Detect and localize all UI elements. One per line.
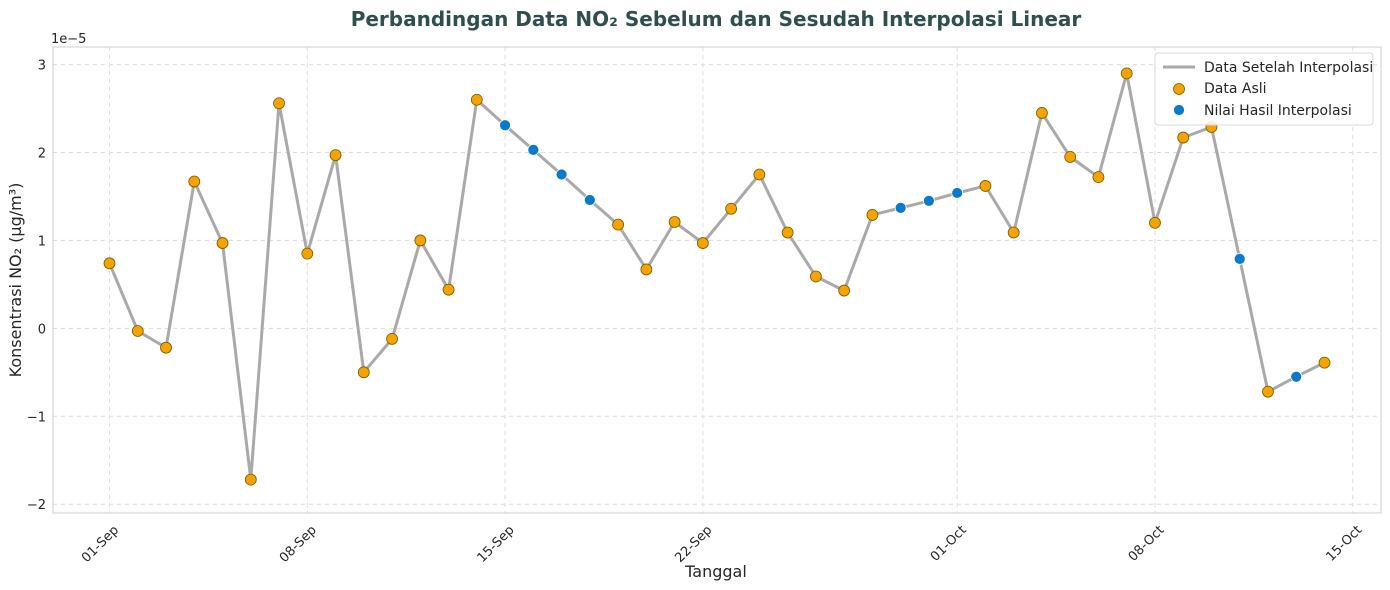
- original-data-point: [131, 325, 144, 337]
- original-data-point: [1262, 385, 1274, 398]
- legend-label-original: Data Asli: [1204, 81, 1267, 97]
- plot-frame: [52, 46, 1382, 514]
- original-data-point: [781, 226, 794, 239]
- original-data-point: [640, 263, 653, 276]
- interpolated-data-point: [499, 119, 511, 132]
- original-data-point: [838, 284, 851, 297]
- interpolated-data-point: [951, 187, 964, 199]
- original-data-point: [753, 168, 766, 181]
- original-data-point: [1120, 67, 1133, 80]
- original-data-point: [1007, 226, 1020, 239]
- original-data-point: [725, 202, 738, 215]
- legend-original-swatch: [1173, 83, 1185, 95]
- legend-box: [1154, 52, 1374, 126]
- interpolated-data-point: [583, 194, 596, 206]
- original-data-point: [386, 333, 398, 345]
- original-data-point: [442, 283, 455, 296]
- original-data-point: [329, 149, 342, 162]
- legend-label-interpolated-line: Data Setelah Interpolasi: [1204, 60, 1373, 76]
- legend: Data Setelah Interpolasi Data Asli Nilai…: [1154, 52, 1374, 126]
- original-data-point: [809, 270, 822, 283]
- original-data-point: [866, 209, 879, 221]
- original-data-point: [244, 473, 257, 486]
- original-data-point: [1064, 151, 1077, 163]
- y-offset-label: 1e−5: [51, 32, 86, 47]
- y-tick-label: 3: [38, 59, 46, 74]
- x-axis-ticks: 01-Sep 08-Sep 15-Sep 22-Sep 01-Oct 08-Oct 15-O…: [79, 523, 1365, 566]
- y-tick-label: −2: [27, 498, 46, 513]
- x-tick-label: 15-Sep: [475, 523, 518, 566]
- legend-interpolated-swatch: [1173, 104, 1185, 116]
- original-data-point: [216, 237, 229, 249]
- y-tick-label: −1: [27, 410, 46, 425]
- x-tick-label: 01-Sep: [79, 523, 122, 566]
- original-data-point: [160, 341, 172, 354]
- x-tick-label: 22-Sep: [672, 523, 715, 566]
- x-tick-label: 01-Oct: [928, 523, 970, 565]
- y-axis-label: Konsentrasi NO₂ (µg/m³): [6, 183, 25, 378]
- grid: [53, 47, 1381, 513]
- x-tick-label: 08-Oct: [1126, 523, 1168, 565]
- chart-title: Perbandingan Data NO₂ Sebelum dan Sesuda…: [351, 7, 1082, 31]
- interpolated-data-point: [894, 202, 907, 214]
- original-data-point: [979, 180, 992, 192]
- original-data-point: [1149, 216, 1161, 229]
- original-data-point: [612, 218, 625, 231]
- legend-label-interpolated-points: Nilai Hasil Interpolasi: [1204, 103, 1352, 119]
- original-data-point: [103, 257, 116, 270]
- original-data-point: [357, 366, 370, 379]
- original-data-point: [470, 93, 483, 106]
- original-data-point: [188, 175, 201, 188]
- y-tick-label: 2: [38, 147, 46, 162]
- interpolated-data-point: [555, 168, 568, 181]
- original-data-point: [414, 234, 427, 247]
- interpolated-line: [108, 71, 1326, 482]
- interpolated-data-point: [1290, 370, 1303, 383]
- original-data-point: [1036, 107, 1048, 119]
- interpolated-data-point: [1233, 252, 1246, 265]
- y-tick-label: 0: [38, 322, 46, 337]
- interpolated-data-point: [923, 194, 935, 207]
- series: [103, 67, 1331, 486]
- original-data-point: [301, 247, 314, 260]
- interpolated-data-point: [527, 143, 540, 156]
- x-tick-label: 08-Sep: [277, 523, 320, 566]
- original-data-point: [696, 237, 709, 249]
- y-tick-label: 1: [38, 234, 46, 249]
- original-data-point: [1318, 356, 1331, 369]
- original-data-point: [668, 216, 681, 228]
- original-data-point: [1177, 131, 1190, 144]
- original-data-point: [273, 97, 285, 110]
- x-tick-label: 15-Oct: [1323, 523, 1365, 565]
- x-axis-label: Tanggal: [684, 562, 747, 581]
- original-data-point: [1092, 171, 1105, 184]
- y-axis-ticks: −2 −1 0 1 2 3: [27, 59, 46, 514]
